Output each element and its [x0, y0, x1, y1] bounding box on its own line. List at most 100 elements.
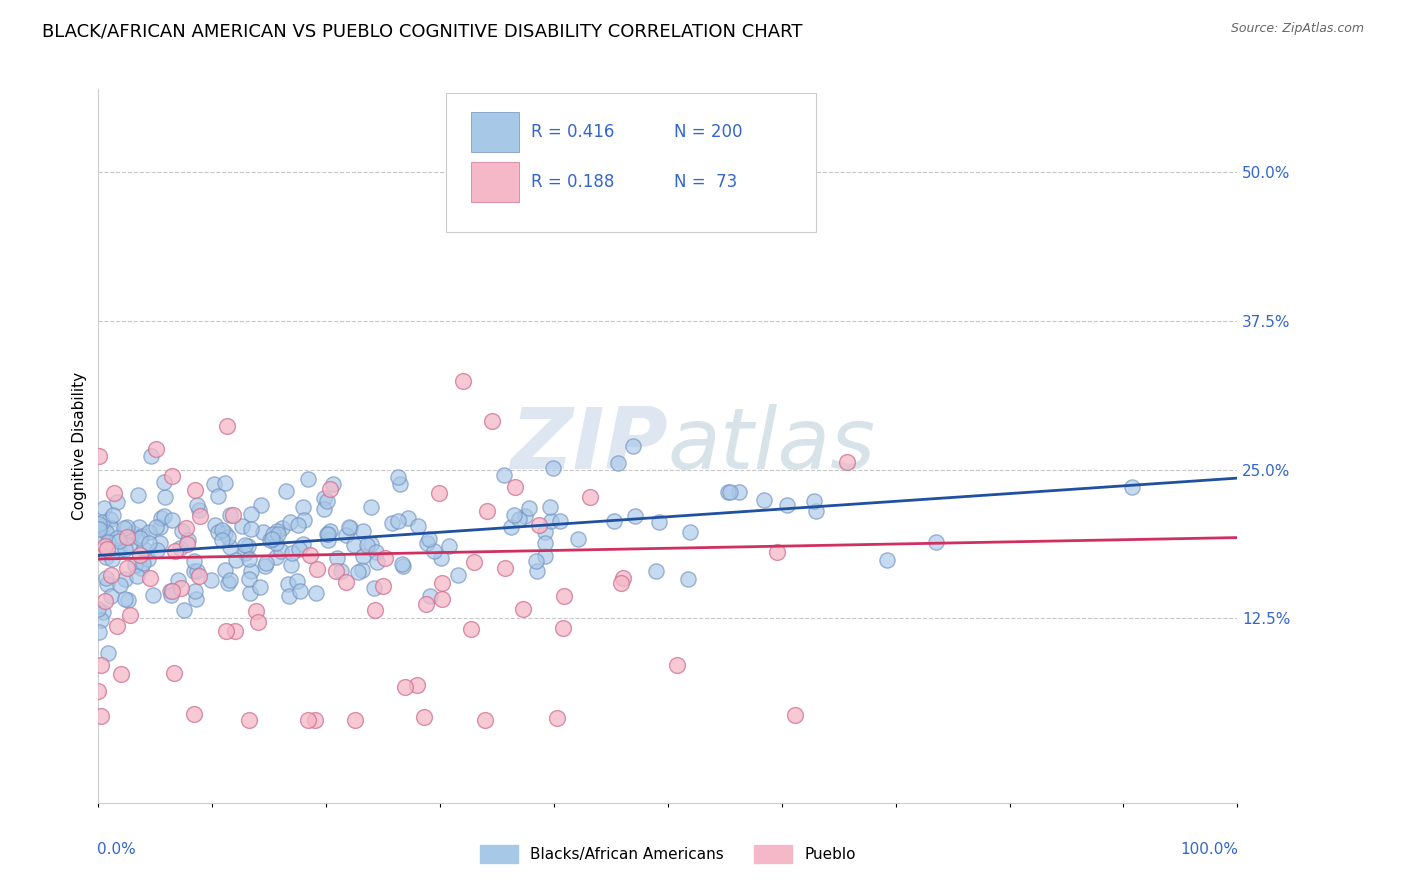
- Point: [430, 576, 453, 591]
- Text: 0.0%: 0.0%: [97, 842, 136, 857]
- Point: [90, 658, 112, 673]
- Point: [474, 713, 496, 727]
- Point: [138, 571, 160, 585]
- Point: [167, 574, 190, 588]
- Point: [110, 666, 132, 681]
- Point: [124, 558, 146, 572]
- Point: [225, 553, 247, 567]
- Point: [238, 539, 260, 553]
- Point: [505, 480, 527, 494]
- Y-axis label: Cognitive Disability: Cognitive Disability: [72, 372, 87, 520]
- Point: [246, 615, 269, 629]
- Point: [129, 531, 152, 545]
- Point: [315, 527, 337, 541]
- Point: [259, 533, 281, 548]
- Point: [264, 536, 287, 550]
- Point: [415, 597, 437, 611]
- Text: N =  73: N = 73: [673, 173, 737, 191]
- Point: [924, 535, 946, 549]
- Point: [280, 515, 302, 529]
- Point: [108, 578, 131, 592]
- Point: [610, 576, 633, 591]
- Point: [163, 666, 186, 681]
- Point: [305, 562, 328, 576]
- Point: [477, 504, 499, 518]
- Point: [98, 512, 121, 526]
- Point: [115, 530, 138, 544]
- Point: [114, 591, 136, 606]
- Point: [387, 514, 409, 528]
- Point: [176, 537, 198, 551]
- Point: [231, 519, 253, 533]
- Point: [219, 508, 242, 522]
- Point: [280, 558, 302, 572]
- Point: [183, 707, 205, 722]
- Point: [288, 541, 311, 556]
- Point: [160, 512, 183, 526]
- Point: [202, 476, 225, 491]
- Point: [508, 512, 530, 526]
- Point: [87, 684, 110, 698]
- Point: [806, 504, 828, 518]
- Point: [517, 501, 540, 516]
- Point: [602, 514, 624, 528]
- Point: [716, 485, 738, 500]
- Point: [314, 502, 336, 516]
- Point: [87, 516, 110, 531]
- Point: [97, 535, 120, 549]
- FancyBboxPatch shape: [446, 93, 815, 232]
- Point: [512, 602, 534, 616]
- Point: [416, 535, 439, 549]
- Point: [406, 677, 429, 691]
- Point: [188, 508, 211, 523]
- Point: [752, 493, 775, 508]
- Point: [287, 517, 309, 532]
- Point: [335, 528, 357, 542]
- Point: [105, 531, 128, 545]
- Point: [481, 414, 503, 428]
- Point: [329, 564, 352, 578]
- Point: [876, 553, 898, 567]
- Point: [352, 563, 374, 577]
- Point: [665, 657, 688, 672]
- Point: [108, 534, 131, 549]
- Point: [173, 603, 195, 617]
- Point: [271, 521, 294, 535]
- Point: [503, 508, 526, 523]
- Point: [316, 533, 339, 547]
- Point: [127, 569, 149, 583]
- Point: [430, 551, 453, 566]
- Point: [288, 584, 311, 599]
- Point: [215, 418, 238, 433]
- Point: [526, 565, 548, 579]
- Point: [132, 556, 155, 570]
- Point: [267, 526, 290, 541]
- Bar: [471, 112, 519, 152]
- Point: [270, 543, 292, 558]
- Point: [239, 507, 262, 521]
- Point: [391, 558, 413, 573]
- Point: [94, 594, 117, 608]
- Point: [100, 521, 122, 535]
- Point: [183, 564, 205, 578]
- Text: ZIP: ZIP: [510, 404, 668, 488]
- Point: [170, 582, 193, 596]
- Point: [112, 521, 135, 535]
- Point: [211, 533, 233, 547]
- Point: [621, 439, 644, 453]
- Point: [419, 589, 441, 603]
- Point: [316, 527, 339, 541]
- Point: [314, 491, 336, 505]
- Point: [105, 495, 128, 509]
- Text: R = 0.188: R = 0.188: [531, 173, 614, 191]
- Point: [551, 621, 574, 635]
- Point: [138, 524, 160, 539]
- Point: [396, 510, 419, 524]
- Point: [645, 564, 668, 578]
- Point: [264, 550, 287, 565]
- Point: [89, 624, 111, 639]
- Point: [356, 538, 378, 552]
- Point: [540, 514, 562, 528]
- Point: [145, 442, 167, 457]
- Point: [292, 537, 315, 551]
